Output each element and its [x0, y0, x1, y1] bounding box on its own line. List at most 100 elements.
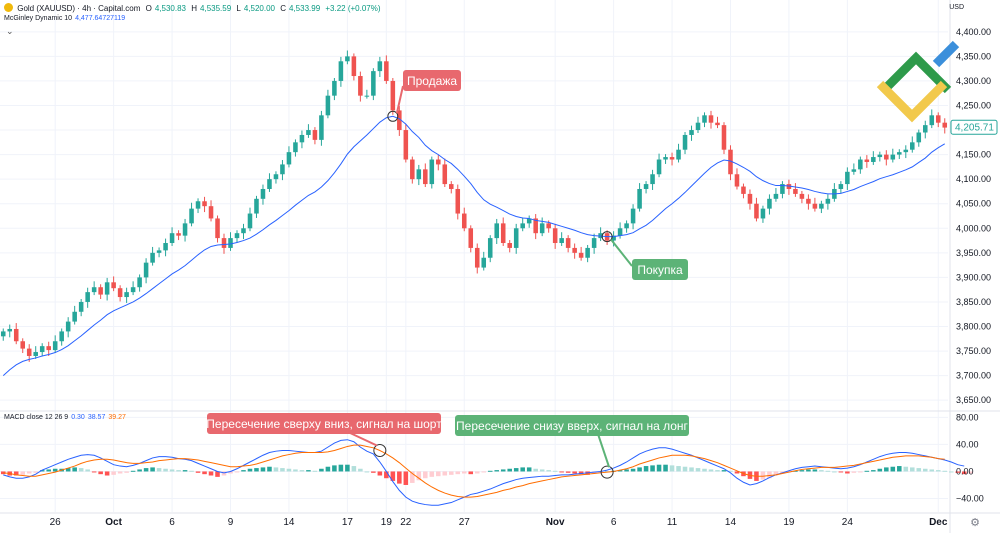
collapse-chevron-icon[interactable]: ⌄ — [6, 26, 14, 36]
candle-body — [423, 169, 428, 185]
candle-body — [156, 250, 162, 253]
candle-body — [656, 159, 662, 175]
candle-body — [578, 252, 584, 258]
macd-histogram-bar — [728, 470, 733, 472]
macd-histogram-bar — [637, 467, 642, 472]
indicator-legend[interactable]: McGinley Dynamic 10 4,477.64727119 — [4, 15, 125, 22]
macd-histogram-bar — [410, 471, 415, 483]
candle-body — [442, 164, 448, 185]
macd-histogram-bar — [669, 465, 675, 472]
macd-histogram-bar — [565, 471, 571, 473]
candle-body — [319, 115, 324, 140]
candle-body — [39, 346, 45, 353]
macd-histogram-bar — [156, 468, 162, 472]
macd-histogram-bar — [942, 470, 948, 472]
macd-histogram-bar — [423, 471, 428, 479]
candle-body — [552, 228, 558, 244]
macd-histogram-bar — [299, 470, 305, 472]
macd-histogram-bar — [52, 468, 58, 472]
candle-body — [565, 238, 571, 248]
macd-histogram-bar — [65, 468, 71, 472]
candle-body — [533, 218, 538, 234]
price-tick-label: 4,100.00 — [956, 174, 991, 184]
candle-body — [520, 223, 525, 229]
macd-histogram-bar — [202, 471, 207, 475]
candle-body — [351, 56, 357, 77]
candle-body — [306, 130, 311, 135]
macd-histogram-bar — [241, 470, 246, 472]
candle-body — [280, 164, 285, 175]
macd-histogram-bar — [812, 469, 818, 472]
candle-body — [358, 76, 363, 96]
candle-body — [215, 218, 220, 239]
candle-body — [754, 203, 759, 219]
macd-histogram-bar — [624, 469, 629, 472]
price-tick-label: 3,700.00 — [956, 371, 991, 381]
macd-histogram-bar — [182, 470, 188, 472]
candle-body — [371, 71, 376, 96]
logo-green-chevron-icon — [878, 51, 952, 96]
macd-histogram-bar — [436, 471, 441, 477]
macd-histogram-bar — [948, 471, 954, 473]
macd-histogram-bar — [345, 464, 350, 472]
macd-histogram-bar — [572, 471, 577, 474]
candle-body — [397, 110, 402, 131]
macd-legend[interactable]: MACD close 12 26 9 0.30 38.57 39.27 — [4, 414, 126, 421]
settings-gear-icon[interactable]: ⚙ — [970, 517, 980, 529]
buy-label: Покупка — [637, 263, 683, 277]
candle-body — [741, 186, 746, 194]
macd-histogram-bar — [319, 468, 324, 472]
macd-histogram-bar — [864, 470, 870, 472]
time-tick-label: 17 — [342, 517, 354, 528]
macd-histogram-bar — [332, 465, 337, 472]
candle-body — [286, 152, 292, 165]
macd-histogram-bar — [351, 466, 357, 472]
candle-body — [20, 341, 25, 349]
currency-label: USD — [949, 4, 964, 11]
macd-histogram-bar — [734, 471, 740, 474]
macd-histogram-bar — [903, 466, 909, 472]
candle-body — [52, 341, 58, 351]
macd-histogram-bar — [78, 468, 84, 472]
macd-histogram-bar — [117, 471, 123, 474]
candle-body — [228, 238, 233, 248]
macd-histogram-bar — [130, 470, 136, 472]
candle-body — [449, 184, 454, 189]
macd-histogram-bar — [929, 469, 935, 472]
macd-tick-label: 80.00 — [956, 412, 979, 422]
candle-body — [825, 198, 831, 204]
macd-histogram-bar — [481, 471, 487, 473]
candle-body — [728, 149, 733, 175]
macd-histogram-bar — [858, 471, 863, 473]
candle-body — [455, 188, 461, 214]
candle-body — [124, 292, 129, 298]
symbol-title[interactable]: Gold (XAUUSD) · 4h · Capital.com — [17, 4, 141, 13]
macd-histogram-bar — [377, 471, 383, 476]
logo-blue-stroke-icon — [932, 40, 960, 68]
candle-body — [747, 193, 753, 204]
candle-body — [715, 122, 720, 126]
macd-histogram-bar — [85, 469, 90, 472]
price-tick-label: 4,250.00 — [956, 100, 991, 110]
candle-body — [864, 159, 870, 162]
last-price-tag — [950, 119, 998, 135]
candle-body — [293, 142, 298, 153]
macd-tick-label: 40.00 — [956, 439, 979, 449]
candle-body — [332, 80, 337, 96]
macd-histogram-bar — [721, 470, 727, 472]
candle-body — [85, 292, 90, 302]
macd-histogram-bar — [306, 470, 311, 472]
candle-body — [708, 115, 714, 123]
candle-body — [33, 352, 38, 356]
candle-body — [410, 159, 415, 180]
candle-body — [117, 288, 123, 298]
macd-histogram-bar — [228, 471, 233, 474]
candle-body — [26, 348, 32, 356]
macd-histogram-bar — [552, 470, 558, 472]
macd-histogram-bar — [286, 468, 292, 472]
sell-pointer — [395, 85, 404, 114]
macd-histogram-bar — [539, 469, 545, 472]
price-tick-label: 3,950.00 — [956, 248, 991, 258]
candle-body — [676, 149, 681, 160]
